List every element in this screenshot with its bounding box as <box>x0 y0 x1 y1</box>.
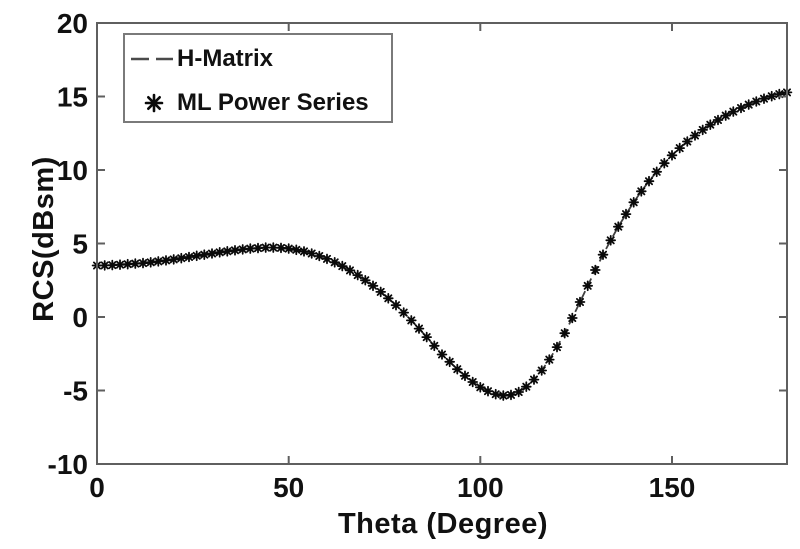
y-tick-label-15: 15 <box>57 82 88 113</box>
y-tick-label-20: 20 <box>57 8 88 39</box>
x-axis-label: Theta (Degree) <box>337 508 549 540</box>
y-tick-label-5: 5 <box>72 229 88 260</box>
y-axis-label: RCS(dBsm) <box>28 156 60 322</box>
legend: H-Matrix ML Power Series <box>123 33 393 123</box>
y-tick-label--10: -10 <box>48 449 88 480</box>
y-tick-label--5: -5 <box>63 376 88 407</box>
axis-ticks <box>96 22 787 465</box>
legend-item-h-matrix: H-Matrix <box>125 41 273 77</box>
legend-label-h-matrix: H-Matrix <box>177 45 274 72</box>
asterisk-marker-sample-icon <box>144 93 164 113</box>
dashed-line-sample-icon <box>131 57 173 61</box>
x-tick-label-0: 0 <box>89 472 105 503</box>
legend-item-ml-power-series: ML Power Series <box>125 85 369 121</box>
x-tick-label-50: 50 <box>273 472 304 503</box>
x-tick-label-150: 150 <box>649 472 696 503</box>
legend-label-ml-power-series: ML Power Series <box>177 89 369 116</box>
y-tick-label-10: 10 <box>57 155 88 186</box>
x-tick-label-100: 100 <box>457 472 504 503</box>
y-tick-label-0: 0 <box>72 302 88 333</box>
ml-power-series-markers <box>91 87 793 401</box>
